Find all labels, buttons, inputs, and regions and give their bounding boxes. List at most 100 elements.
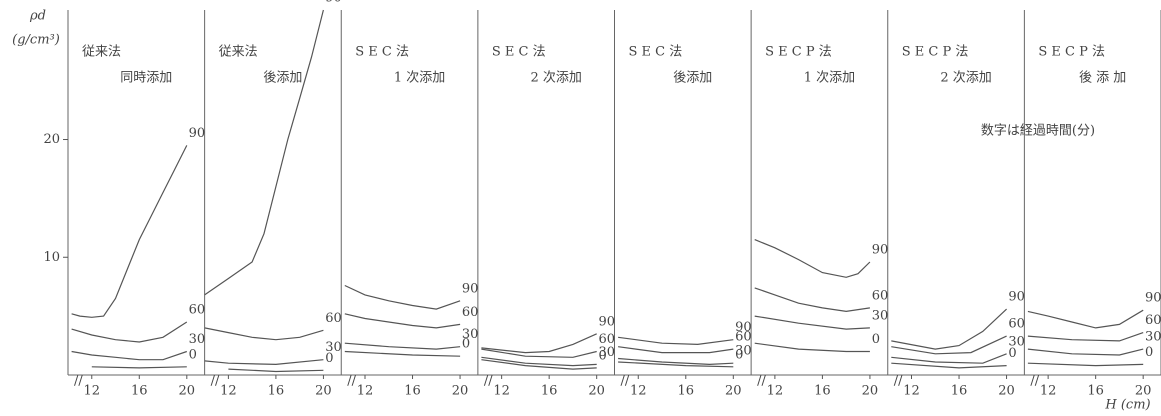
panel-subtitle: 1 次添加	[394, 70, 445, 86]
curve	[1027, 348, 1144, 356]
curve	[618, 346, 734, 354]
curve	[481, 333, 597, 354]
curve-label: 90	[1008, 290, 1025, 305]
x-tick-label: 12	[630, 384, 647, 399]
curve	[1027, 309, 1144, 329]
curve-label: 90	[462, 281, 479, 296]
x-tick-label: 12	[493, 384, 510, 399]
curve	[1027, 362, 1144, 367]
curve	[344, 342, 461, 350]
x-tick-label: 16	[1087, 384, 1104, 399]
y-tick-label: 10	[43, 250, 60, 265]
curve	[228, 368, 324, 373]
curve-label: 90	[189, 126, 206, 141]
x-tick-label: 20	[998, 384, 1015, 399]
curve-label: 60	[325, 311, 342, 326]
curve-label: 90	[735, 320, 752, 335]
curve	[71, 350, 187, 361]
panel-subtitle: 1 次添加	[804, 70, 855, 86]
curve	[754, 342, 870, 353]
curve	[618, 336, 734, 346]
curve-label: 90	[1145, 291, 1161, 306]
curve	[891, 362, 1007, 369]
curve	[204, 327, 324, 341]
y-unit: (g/cm³)	[12, 33, 60, 48]
curve-label: 0	[735, 347, 743, 362]
curve	[481, 359, 597, 370]
curve-label: 60	[1145, 313, 1161, 328]
curve-label: 60	[735, 330, 752, 345]
curve-label: 90	[872, 242, 889, 257]
curve	[481, 348, 597, 358]
panel-title: S E C 法	[355, 45, 409, 60]
panel-title: 従来法	[219, 45, 258, 60]
x-tick-label: 20	[725, 384, 742, 399]
axis-break: //	[757, 374, 766, 389]
curve	[344, 284, 461, 310]
curve-label: 0	[189, 347, 197, 362]
curve-label: 60	[1008, 317, 1025, 332]
curve	[481, 356, 597, 367]
curve-label: 30	[1008, 334, 1025, 349]
x-tick-label: 16	[131, 384, 148, 399]
curve-label: 60	[189, 303, 206, 318]
note: 数字は経過時間(分)	[981, 124, 1095, 139]
x-tick-label: 16	[678, 384, 695, 399]
panel-title: S E C 法	[629, 45, 683, 60]
curve-label: 0	[462, 337, 470, 352]
curve-label: 0	[1145, 345, 1153, 360]
curve-label: 60	[872, 288, 889, 303]
x-tick-label: 16	[951, 384, 968, 399]
panel-subtitle: 2 次添加	[530, 70, 581, 86]
axis-break: //	[211, 374, 220, 389]
axis-break: //	[347, 374, 356, 389]
curve-label: 90	[325, 0, 342, 6]
axis-break: //	[1030, 374, 1039, 389]
x-tick-label: 16	[404, 384, 421, 399]
x-tick-label: 12	[1040, 384, 1057, 399]
panel-title: 従来法	[82, 45, 121, 60]
axis-break: //	[894, 374, 903, 389]
curve-label: 30	[735, 344, 752, 359]
curve-label: 30	[1145, 330, 1161, 345]
curve-label: 0	[599, 348, 607, 363]
x-tick-label: 20	[1135, 384, 1152, 399]
x-tick-label: 20	[179, 384, 196, 399]
curve-label: 0	[1008, 346, 1016, 361]
panel-subtitle: 後添加	[263, 71, 302, 86]
x-tick-label: 12	[357, 384, 374, 399]
curve	[71, 145, 188, 318]
curve	[204, 9, 324, 296]
curve-label: 30	[462, 327, 479, 342]
panel-subtitle: 2 次添加	[940, 70, 991, 86]
curve-label: 30	[189, 332, 206, 347]
curve	[754, 239, 871, 278]
curve	[618, 357, 734, 366]
curve-label: 30	[325, 340, 342, 355]
panel-subtitle: 後 添 加	[1079, 71, 1126, 86]
axis-break: //	[74, 374, 83, 389]
curve	[754, 315, 870, 330]
curve-label: 60	[599, 332, 616, 347]
axis-break: //	[484, 374, 493, 389]
curve-label: 0	[325, 351, 333, 366]
curve	[891, 335, 1007, 355]
x-tick-label: 16	[268, 384, 285, 399]
curve-label: 30	[872, 308, 889, 323]
x-tick-label: 12	[903, 384, 920, 399]
curve	[91, 366, 187, 369]
curve-label: 60	[462, 305, 479, 320]
x-tick-label: 20	[452, 384, 469, 399]
curve-label: 0	[872, 332, 880, 347]
x-tick-label: 16	[814, 384, 831, 399]
curve	[344, 350, 461, 357]
panel-title: S E C 法	[492, 45, 546, 60]
panel-title: S E C P 法	[902, 45, 969, 60]
panel-subtitle: 同時添加	[120, 71, 172, 86]
y-tick-label: 20	[43, 132, 60, 147]
curve	[891, 353, 1007, 364]
curve	[1027, 332, 1144, 342]
x-tick-label: 12	[767, 384, 784, 399]
curve	[204, 359, 324, 366]
